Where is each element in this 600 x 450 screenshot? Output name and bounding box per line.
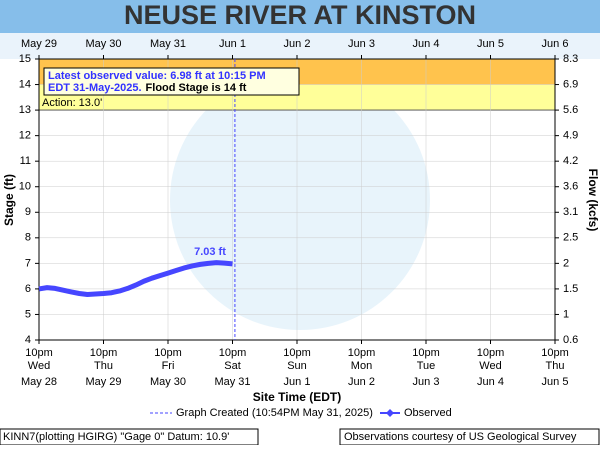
x-tick-label: Jun 3 xyxy=(413,376,440,388)
x-tick-label: 10pm xyxy=(154,347,182,359)
x-tick-label: 10pm xyxy=(25,347,53,359)
x2-tick-label: Jun 6 xyxy=(542,38,569,50)
y2-tick-label: 4.2 xyxy=(563,155,578,167)
top-date-band xyxy=(0,33,600,59)
y2-tick-label: 0.6 xyxy=(563,334,578,346)
x-tick-label: 10pm xyxy=(412,347,440,359)
y2-tick-label: 1.5 xyxy=(563,283,578,295)
plot-frame xyxy=(38,58,556,341)
y-tick-label: 7 xyxy=(25,257,31,269)
y-tick-label: 14 xyxy=(19,78,31,90)
y-tick-label: 10 xyxy=(19,181,31,193)
x-axis-title: Site Time (EDT) xyxy=(253,390,341,404)
y-tick-label: 11 xyxy=(20,155,31,167)
y2-tick-label: 6.9 xyxy=(563,78,578,90)
x-tick-label: Mon xyxy=(351,360,372,372)
y2-tick-label: 2 xyxy=(563,257,569,269)
x-tick-label: Sat xyxy=(224,360,241,372)
x-tick-label: 10pm xyxy=(348,347,376,359)
x-tick-label: May 29 xyxy=(85,376,121,388)
y2-tick-label: 8.3 xyxy=(563,53,578,65)
x-tick-label: Sun xyxy=(287,360,307,372)
chart-title: NEUSE RIVER AT KINSTON xyxy=(124,0,476,30)
y2-axis-title: Flow (kcfs) xyxy=(586,169,600,232)
x-tick-label: Thu xyxy=(546,360,565,372)
annotation-date: EDT 31-May-2025. xyxy=(48,82,142,94)
footer-right: Observations courtesy of US Geological S… xyxy=(344,431,577,443)
x-tick-label: 10pm xyxy=(477,347,505,359)
footer-left: KINN7(plotting HGIRG) "Gage 0" Datum: 10… xyxy=(3,431,229,443)
x-tick-label: Jun 5 xyxy=(542,376,569,388)
y-tick-label: 9 xyxy=(25,206,31,218)
y-tick-label: 4 xyxy=(25,334,31,346)
x-tick-label: Jun 1 xyxy=(284,376,311,388)
x-tick-label: Tue xyxy=(417,360,436,372)
annotation-box xyxy=(43,67,300,96)
y2-tick-label: 3.1 xyxy=(563,206,578,218)
y2-tick-label: 4.9 xyxy=(563,130,578,142)
y2-tick-label: 5.6 xyxy=(563,104,578,116)
x-tick-label: 10pm xyxy=(90,347,118,359)
legend-observed-marker xyxy=(386,409,394,417)
x-tick-label: Wed xyxy=(479,360,501,372)
x-tick-label: May 28 xyxy=(21,376,57,388)
x2-tick-label: Jun 5 xyxy=(477,38,504,50)
observed-line xyxy=(38,260,233,298)
x2-tick-label: Jun 2 xyxy=(284,38,311,50)
y-tick-label: 12 xyxy=(19,130,31,142)
y-axis-title: Stage (ft) xyxy=(2,174,16,226)
y-tick-label: 5 xyxy=(25,308,31,320)
x2-tick-label: Jun 4 xyxy=(413,38,440,50)
x-tick-label: 10pm xyxy=(541,347,569,359)
x2-tick-label: May 29 xyxy=(21,38,57,50)
x-tick-label: Fri xyxy=(162,360,175,372)
y-tick-label: 6 xyxy=(25,283,31,295)
x-tick-label: Thu xyxy=(94,360,113,372)
peak-label: 7.03 ft xyxy=(194,246,226,258)
x-tick-label: 10pm xyxy=(283,347,311,359)
title-bar xyxy=(0,0,600,33)
y2-tick-label: 1 xyxy=(563,308,569,320)
x-tick-label: Jun 2 xyxy=(348,376,375,388)
x-tick-label: Jun 4 xyxy=(477,376,504,388)
x-tick-label: 10pm xyxy=(219,347,247,359)
y-tick-label: 8 xyxy=(25,232,31,244)
legend-created-label: Graph Created (10:54PM May 31, 2025) xyxy=(176,407,373,419)
x2-tick-label: May 31 xyxy=(150,38,186,50)
x-tick-label: May 31 xyxy=(214,376,250,388)
annotation-line1: Latest observed value: 6.98 ft at 10:15 … xyxy=(48,70,266,82)
legend-observed-label: Observed xyxy=(404,407,452,419)
y2-tick-label: 2.5 xyxy=(563,232,578,244)
x-tick-label: May 30 xyxy=(150,376,186,388)
annotation-flood: Flood Stage is 14 ft xyxy=(146,82,247,94)
x2-tick-label: Jun 1 xyxy=(219,38,246,50)
annotation-line2: EDT 31-May-2025. Flood Stage is 14 ft xyxy=(48,82,247,94)
x2-tick-label: May 30 xyxy=(85,38,121,50)
x2-tick-label: Jun 3 xyxy=(348,38,375,50)
action-label: Action: 13.0' xyxy=(42,97,102,109)
y2-tick-label: 3.6 xyxy=(563,181,578,193)
y-tick-label: 13 xyxy=(19,104,31,116)
y-tick-label: 15 xyxy=(19,53,31,65)
x-tick-label: Wed xyxy=(28,360,50,372)
